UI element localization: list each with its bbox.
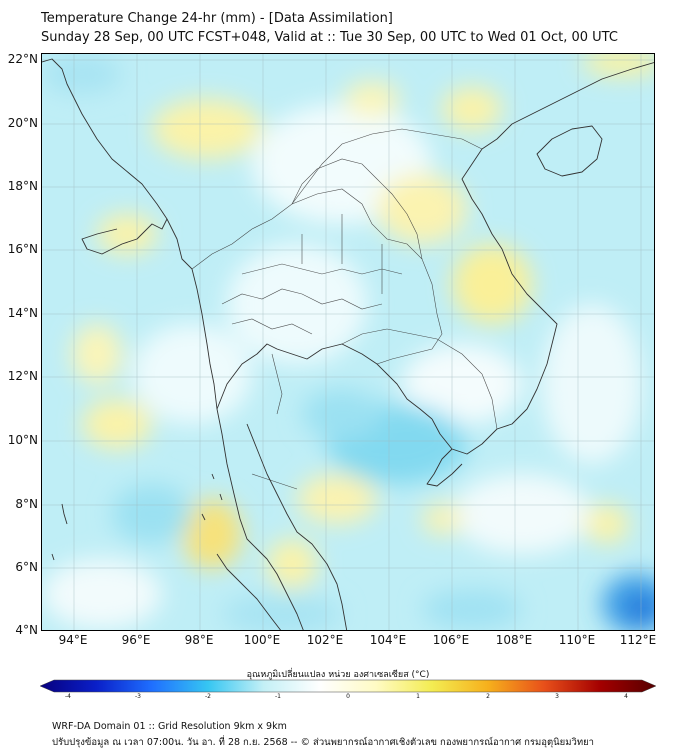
province-lines [221,214,403,415]
lon-tick-label: 112°E [619,633,657,647]
lat-tick-label: 16°N [7,242,38,256]
colorbar-tick: -3 [135,693,141,700]
lat-tick-label: 20°N [7,116,38,130]
lat-tick-label: 8°N [15,497,38,511]
lon-tick-label: 98°E [184,633,214,647]
malay-east-coast [246,423,348,630]
colorbar-tick: -1 [275,693,281,700]
andaman-coast [166,218,304,630]
warm-area [442,87,502,131]
neutral-area [227,244,367,364]
thailand-border [191,188,443,365]
andaman-islands [51,503,68,561]
lat-tick-label: 10°N [7,433,38,447]
lon-tick-label: 104°E [369,633,407,647]
mergui-islands [201,473,223,521]
lat-tick-label: 12°N [7,369,38,383]
lat-tick-label: 14°N [7,306,38,320]
lon-tick-label: 94°E [58,633,88,647]
cool-area [42,54,122,94]
colorbar-tick: 3 [555,693,559,700]
neutral-area [452,474,592,554]
hainan-island [536,125,603,177]
warm-area [377,174,467,244]
footer-resolution: WRF-DA Domain 01 :: Grid Resolution 9km … [52,721,287,732]
coastlines [42,58,654,630]
colorbar-tick: 4 [624,693,628,700]
lon-tick-label: 102°E [306,633,344,647]
lat-tick-label: 6°N [15,560,38,574]
warm-area [585,504,629,544]
lat-tick-label: 22°N [7,52,38,66]
warm-area [582,54,654,76]
map-panel [41,53,655,631]
sumatra-north [216,553,282,630]
chart-subtitle: Sunday 28 Sep, 00 UTC FCST+048, Valid at… [41,30,618,45]
warm-area [267,539,317,589]
neutral-area [402,344,522,424]
warm-area [344,81,400,117]
cool-area [112,484,192,544]
graticule [42,54,654,630]
footer-credit: ปรับปรุงข้อมูล ณ เวลา 07:00น. วัน อา. ที… [52,737,594,748]
lon-tick-label: 106°E [432,633,470,647]
cambodia-border [341,328,498,430]
colorbar [40,679,656,693]
anomaly-field [42,54,654,630]
lat-tick-label: 18°N [7,179,38,193]
chart-title: Temperature Change 24-hr (mm) - [Data As… [41,11,393,26]
colorbar-label: อุณหภูมิเปลี่ยนแปลง หน่วย องศาเซลเซียส (… [246,670,430,680]
colorbar-body [40,679,656,693]
cool-area [627,597,654,621]
neutral-area [542,304,642,464]
colorbar-tick: 2 [486,693,490,700]
neutral-area [42,559,162,629]
colorbar-tick: -4 [65,693,71,700]
warm-area [82,399,152,449]
cool-area [222,594,342,630]
warm-area [297,474,377,524]
warm-area [182,499,242,569]
neutral-area [132,324,252,424]
lat-tick-label: 4°N [15,623,38,637]
admin-borders [191,128,498,490]
malaysia-thai-border [251,473,298,490]
laos-border [291,158,423,260]
lon-tick-label: 110°E [558,633,596,647]
colorbar-tick: -2 [205,693,211,700]
warm-area [97,214,157,254]
colorbar-tick: 1 [416,693,420,700]
lon-tick-label: 108°E [495,633,533,647]
gulf-of-thailand-north [216,343,433,420]
cool-area [422,589,522,629]
warm-area [152,99,262,159]
cambodia-vietnam-coast [431,62,654,455]
temperature-change-map [42,54,654,630]
lon-tick-label: 100°E [243,633,281,647]
colorbar-tick: 0 [346,693,350,700]
ca-mau-cape [426,448,463,487]
china-border [291,128,483,205]
cool-area [302,389,382,439]
warm-area [422,503,462,535]
warm-area [72,324,122,384]
warm-area [452,244,532,324]
lon-tick-label: 96°E [121,633,151,647]
